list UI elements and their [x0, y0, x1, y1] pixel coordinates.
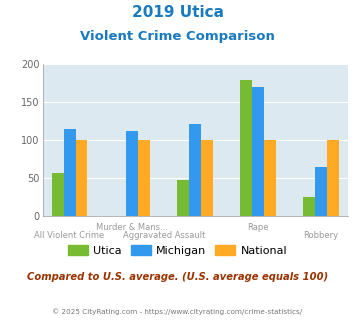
- Text: Robbery: Robbery: [304, 231, 339, 240]
- Bar: [51, 173, 64, 216]
- Text: 2019 Utica: 2019 Utica: [131, 5, 224, 20]
- Bar: [64, 129, 76, 216]
- Legend: Utica, Michigan, National: Utica, Michigan, National: [63, 241, 292, 260]
- Text: All Violent Crime: All Violent Crime: [34, 231, 105, 240]
- Text: Compared to U.S. average. (U.S. average equals 100): Compared to U.S. average. (U.S. average …: [27, 272, 328, 282]
- Bar: [76, 140, 87, 216]
- Bar: [252, 87, 264, 216]
- Text: Aggravated Assault: Aggravated Assault: [122, 231, 205, 240]
- Bar: [327, 140, 339, 216]
- Bar: [138, 140, 151, 216]
- Text: Violent Crime Comparison: Violent Crime Comparison: [80, 30, 275, 43]
- Bar: [303, 197, 315, 216]
- Text: Murder & Mans...: Murder & Mans...: [97, 223, 168, 232]
- Bar: [240, 80, 252, 216]
- Text: © 2025 CityRating.com - https://www.cityrating.com/crime-statistics/: © 2025 CityRating.com - https://www.city…: [53, 309, 302, 315]
- Bar: [315, 167, 327, 216]
- Bar: [177, 181, 189, 216]
- Bar: [201, 140, 213, 216]
- Text: Rape: Rape: [247, 223, 269, 232]
- Bar: [189, 123, 201, 216]
- Bar: [264, 140, 276, 216]
- Bar: [126, 131, 138, 216]
